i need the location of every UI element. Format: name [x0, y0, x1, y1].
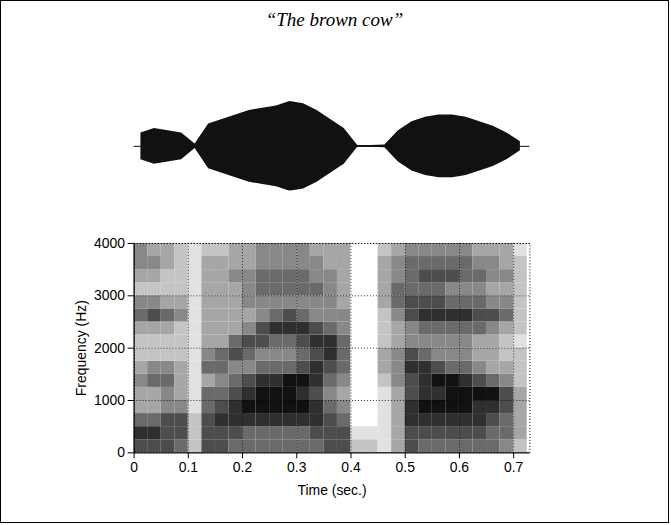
svg-text:0.4: 0.4: [341, 459, 361, 475]
svg-text:0: 0: [117, 444, 125, 460]
svg-text:Time (sec.): Time (sec.): [297, 482, 366, 498]
svg-text:3000: 3000: [94, 287, 125, 303]
svg-text:2000: 2000: [94, 340, 125, 356]
svg-text:0.1: 0.1: [179, 459, 199, 475]
svg-text:Frequency (Hz): Frequency (Hz): [73, 300, 89, 396]
svg-text:0.5: 0.5: [396, 459, 416, 475]
svg-text:0.7: 0.7: [504, 459, 524, 475]
html-text:“The brown cow”: “The brown cow”: [265, 9, 404, 30]
svg-text:0: 0: [130, 459, 138, 475]
svg-text:0.6: 0.6: [450, 459, 470, 475]
svg-text:4000: 4000: [94, 235, 125, 251]
svg-text:1000: 1000: [94, 392, 125, 408]
svg-text:0.2: 0.2: [233, 459, 253, 475]
svg-text:0.3: 0.3: [287, 459, 307, 475]
